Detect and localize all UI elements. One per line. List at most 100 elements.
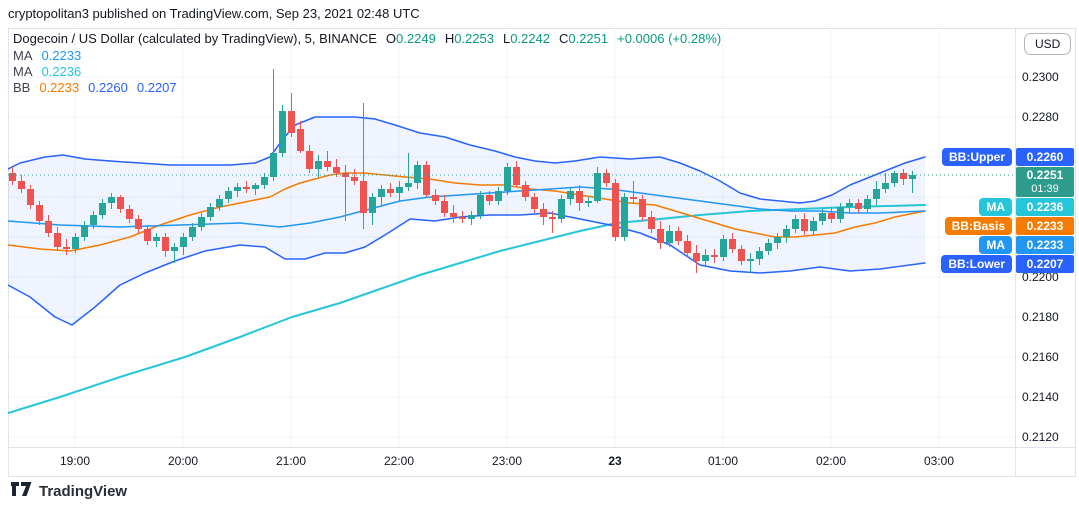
- candle-body: [441, 201, 448, 213]
- time-tick-label: 20:00: [167, 454, 199, 468]
- candle-body: [729, 239, 736, 249]
- candle-body: [675, 231, 682, 241]
- candle-body: [207, 207, 214, 217]
- candle-body: [117, 197, 124, 209]
- candle-body: [900, 173, 907, 179]
- candle-body: [414, 165, 421, 183]
- indicator-value: 0.2260: [88, 80, 128, 95]
- candle-body: [531, 197, 538, 209]
- candle-body: [405, 183, 412, 187]
- bb-band-fill: [8, 117, 925, 325]
- candle-body: [108, 197, 115, 203]
- candle-body: [585, 201, 592, 203]
- candle-body: [171, 247, 178, 251]
- axis-tag-name-bb-lower: BB:Lower: [941, 255, 1012, 273]
- candle-body: [810, 221, 817, 231]
- candle-body: [333, 167, 340, 173]
- candle-body: [54, 233, 61, 247]
- ma-fast-line: [8, 186, 926, 228]
- currency-usd-button[interactable]: USD: [1024, 33, 1072, 55]
- candle-body: [477, 195, 484, 215]
- candle-body: [360, 181, 367, 213]
- ohlc-values: O0.2249 H0.2253 L0.2242 C0.2251: [386, 31, 608, 46]
- chart-frame: [8, 28, 1076, 477]
- candle-body: [630, 197, 637, 199]
- candle-body: [828, 213, 835, 219]
- tradingview-logo[interactable]: TradingView: [10, 481, 127, 502]
- candle-body: [783, 229, 790, 237]
- candle-body: [315, 161, 322, 169]
- candle-body: [9, 173, 16, 181]
- candle-body: [423, 165, 430, 195]
- candle-body: [216, 199, 223, 207]
- candle-body: [855, 203, 862, 209]
- candle-body: [495, 191, 502, 201]
- candle-body: [594, 173, 601, 201]
- candle-body: [468, 215, 475, 219]
- candle-body: [459, 217, 466, 219]
- candle-body: [63, 247, 70, 249]
- last-price-tag: 0.2251 01:39: [1016, 167, 1074, 197]
- time-tick-label: 03:00: [923, 454, 955, 468]
- time-tick-label: 23:00: [491, 454, 523, 468]
- axis-tag-name-ma: MA: [979, 236, 1012, 254]
- symbol-title: Dogecoin / US Dollar (calculated by Trad…: [13, 31, 377, 46]
- candle-body: [513, 167, 520, 185]
- legend: Dogecoin / US Dollar (calculated by Trad…: [13, 31, 721, 94]
- axis-tag-name-bb-upper: BB:Upper: [942, 148, 1012, 166]
- indicator-value: 0.2236: [41, 64, 82, 79]
- candle-body: [720, 239, 727, 257]
- tradingview-logo-icon: [10, 481, 33, 502]
- candle-body: [126, 209, 133, 219]
- candle-body: [882, 183, 889, 189]
- axis-tag-value: 0.2260: [1016, 148, 1074, 166]
- candle-body: [153, 237, 160, 241]
- candle-body: [297, 129, 304, 151]
- time-tick-label: 02:00: [815, 454, 847, 468]
- bb-lower-line: [8, 212, 926, 326]
- candle-body: [144, 229, 151, 241]
- candle-body: [666, 231, 673, 243]
- candle-body: [189, 227, 196, 237]
- candle-body: [801, 219, 808, 231]
- chart-canvas[interactable]: [8, 28, 1015, 447]
- legend-title-row: Dogecoin / US Dollar (calculated by Trad…: [13, 31, 721, 46]
- time-tick-label: 19:00: [59, 454, 91, 468]
- price-tick-label: 0.2180: [1022, 310, 1059, 324]
- candle-body: [747, 259, 754, 261]
- candle-body: [18, 181, 25, 189]
- candle-body: [180, 237, 187, 247]
- candle-body: [342, 173, 349, 177]
- candle-body: [234, 187, 241, 191]
- candle-body: [27, 189, 34, 205]
- candle-body: [432, 195, 439, 201]
- bb-basis-line: [8, 172, 926, 252]
- indicator-row-ma: MA 0.2233: [13, 48, 82, 63]
- candle-body: [891, 173, 898, 183]
- candle-body: [351, 177, 358, 181]
- candle-body: [45, 221, 52, 233]
- ohlc-c: C0.2251: [558, 31, 609, 46]
- candle-body: [162, 237, 169, 251]
- axis-tag-name-ma: MA: [979, 198, 1012, 216]
- bb-upper-line: [8, 116, 926, 204]
- candle-body: [99, 203, 106, 215]
- candle-body: [765, 243, 772, 251]
- indicator-row-ma: MA 0.2236: [13, 64, 82, 79]
- candle-body: [612, 183, 619, 237]
- price-tick-label: 0.2160: [1022, 350, 1059, 364]
- indicator-value: 0.2233: [41, 48, 82, 63]
- price-tick-label: 0.2120: [1022, 430, 1059, 444]
- candle-body: [81, 225, 88, 237]
- candle-body: [540, 209, 547, 217]
- candle-body: [576, 191, 583, 203]
- candle-body: [504, 167, 511, 191]
- candle-body: [522, 185, 529, 197]
- candle-body: [756, 251, 763, 259]
- candle-body: [198, 217, 205, 227]
- candle-body: [549, 217, 556, 219]
- candle-body: [909, 175, 916, 179]
- candle-body: [846, 203, 853, 207]
- candle-body: [387, 189, 394, 193]
- axis-tag-value: 0.2207: [1016, 255, 1074, 273]
